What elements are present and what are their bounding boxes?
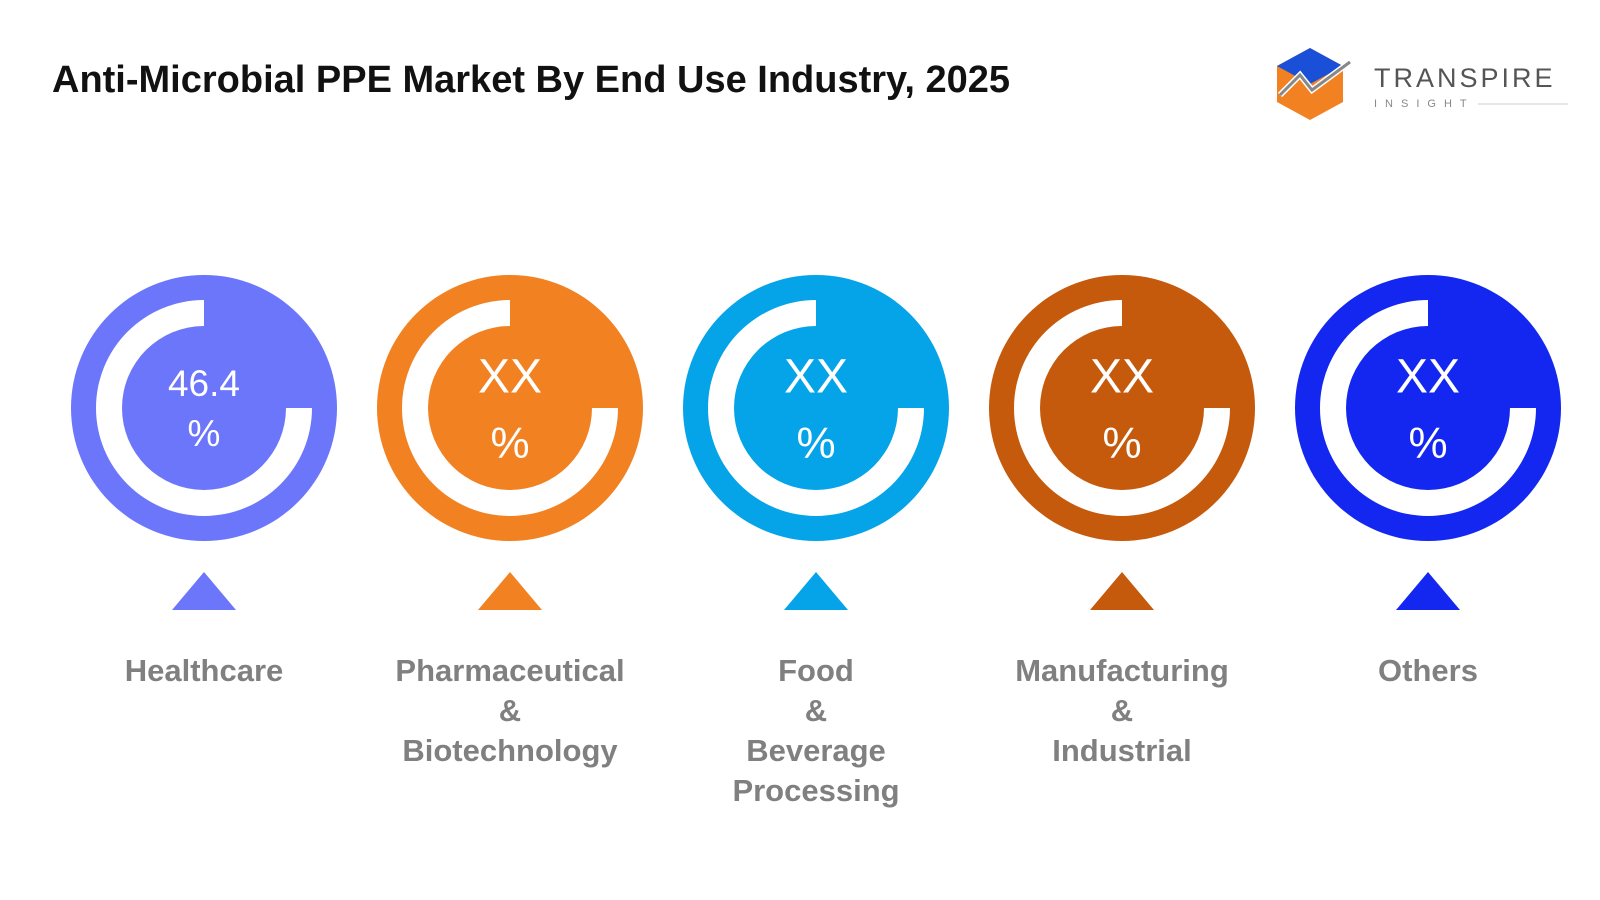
label: & <box>1111 693 1133 728</box>
logo-hex-top <box>1277 48 1343 84</box>
label: Others <box>1378 653 1478 688</box>
label: Manufacturing <box>1015 653 1229 688</box>
label: Biotechnology <box>402 733 618 768</box>
value: XX <box>1396 351 1460 404</box>
triangle <box>1090 572 1154 610</box>
unit: % <box>796 419 835 468</box>
logo-tagline: INSIGHT <box>1374 98 1475 110</box>
label: Processing <box>732 773 899 808</box>
label: Pharmaceutical <box>395 653 624 688</box>
value: 46.4 <box>168 363 240 404</box>
logo-name: TRANSPIRE <box>1374 63 1556 93</box>
triangle <box>1396 572 1460 610</box>
unit: % <box>1102 419 1141 468</box>
title: Anti-Microbial PPE Market By End Use Ind… <box>52 59 1010 101</box>
value: XX <box>784 351 848 404</box>
value: XX <box>478 351 542 404</box>
value: XX <box>1090 351 1154 404</box>
label: & <box>805 693 827 728</box>
label: Food <box>778 653 854 688</box>
label: & <box>499 693 521 728</box>
logo: TRANSPIRE INSIGHT <box>1277 48 1568 120</box>
unit: % <box>490 419 529 468</box>
unit: % <box>1408 419 1447 468</box>
label: Industrial <box>1052 733 1192 768</box>
triangle <box>478 572 542 610</box>
triangle <box>172 572 236 610</box>
logo-arrow-line <box>1278 60 1351 97</box>
label: Beverage <box>746 733 886 768</box>
unit: % <box>188 413 221 454</box>
triangle <box>784 572 848 610</box>
items: 46.4% Healthcare XX% Pharmaceutical & Biotech… <box>71 275 1561 808</box>
label: Healthcare <box>125 653 284 688</box>
